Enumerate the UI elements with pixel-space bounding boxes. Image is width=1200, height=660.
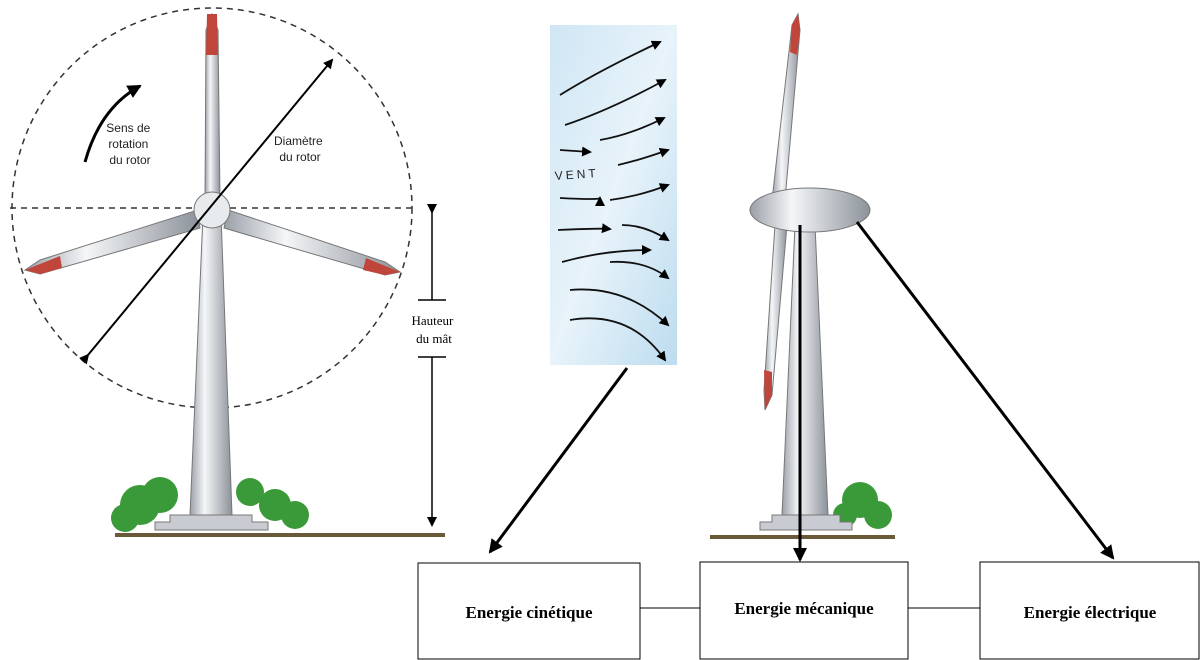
wind-panel: VENT xyxy=(550,25,677,365)
base xyxy=(155,515,268,530)
rotation-label: Sens de rotation du rotor xyxy=(106,121,153,167)
label-line: rotation xyxy=(108,137,148,151)
label-line: du mât xyxy=(416,331,452,346)
label-line: Hauteur xyxy=(411,313,454,328)
tower xyxy=(190,215,232,515)
nacelle xyxy=(750,188,870,232)
right-turbine xyxy=(710,14,895,537)
diameter-label: Diamètre du rotor xyxy=(274,134,326,164)
label-line: Diamètre xyxy=(274,134,323,148)
box-label: Energie électrique xyxy=(1024,603,1157,622)
base xyxy=(760,515,852,530)
height-label: Hauteur du mât xyxy=(411,313,456,346)
label-line: du rotor xyxy=(109,153,150,167)
energy-chain: Energie cinétique Energie mécanique Ener… xyxy=(418,562,1199,659)
tower xyxy=(782,225,828,515)
box-label: Energie cinétique xyxy=(465,603,592,622)
box-label: Energie mécanique xyxy=(734,599,874,618)
label-line: du rotor xyxy=(279,150,320,164)
blade-tip xyxy=(206,14,218,55)
diagram: Sens de rotation du rotor Diamètre du ro… xyxy=(0,0,1200,660)
wind-background xyxy=(550,25,677,365)
left-turbine: Sens de rotation du rotor Diamètre du ro… xyxy=(10,8,457,535)
label-line: Sens de xyxy=(106,121,150,135)
hub xyxy=(194,192,230,228)
